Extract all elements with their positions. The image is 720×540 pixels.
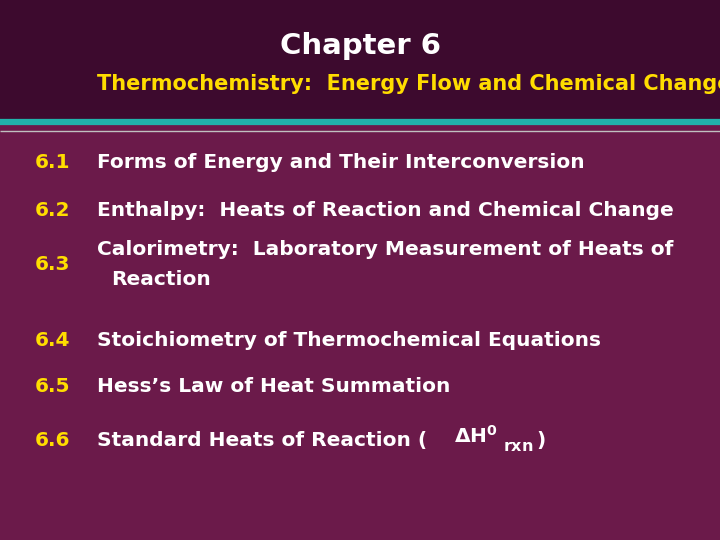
Text: Reaction: Reaction: [112, 270, 212, 289]
Text: Standard Heats of Reaction (: Standard Heats of Reaction (: [97, 430, 428, 450]
Text: $\mathbf{rxn}$: $\mathbf{rxn}$: [503, 439, 533, 454]
Text: Hess’s Law of Heat Summation: Hess’s Law of Heat Summation: [97, 376, 451, 396]
Text: 6.6: 6.6: [35, 430, 70, 450]
Text: $\mathbf{\Delta H^0}$: $\mathbf{\Delta H^0}$: [454, 425, 498, 447]
Text: 6.2: 6.2: [35, 201, 70, 220]
Text: 6.5: 6.5: [35, 376, 70, 396]
Text: Thermochemistry:  Energy Flow and Chemical Change: Thermochemistry: Energy Flow and Chemica…: [97, 73, 720, 94]
Text: Calorimetry:  Laboratory Measurement of Heats of: Calorimetry: Laboratory Measurement of H…: [97, 240, 674, 259]
Text: Stoichiometry of Thermochemical Equations: Stoichiometry of Thermochemical Equation…: [97, 330, 601, 350]
Text: Forms of Energy and Their Interconversion: Forms of Energy and Their Interconversio…: [97, 152, 585, 172]
Text: Enthalpy:  Heats of Reaction and Chemical Change: Enthalpy: Heats of Reaction and Chemical…: [97, 201, 674, 220]
Bar: [0, 0, 720, 122]
Text: ): ): [536, 430, 546, 450]
Text: 6.3: 6.3: [35, 255, 70, 274]
Text: 6.1: 6.1: [35, 152, 70, 172]
Text: Chapter 6: Chapter 6: [279, 32, 441, 60]
Text: 6.4: 6.4: [35, 330, 70, 350]
